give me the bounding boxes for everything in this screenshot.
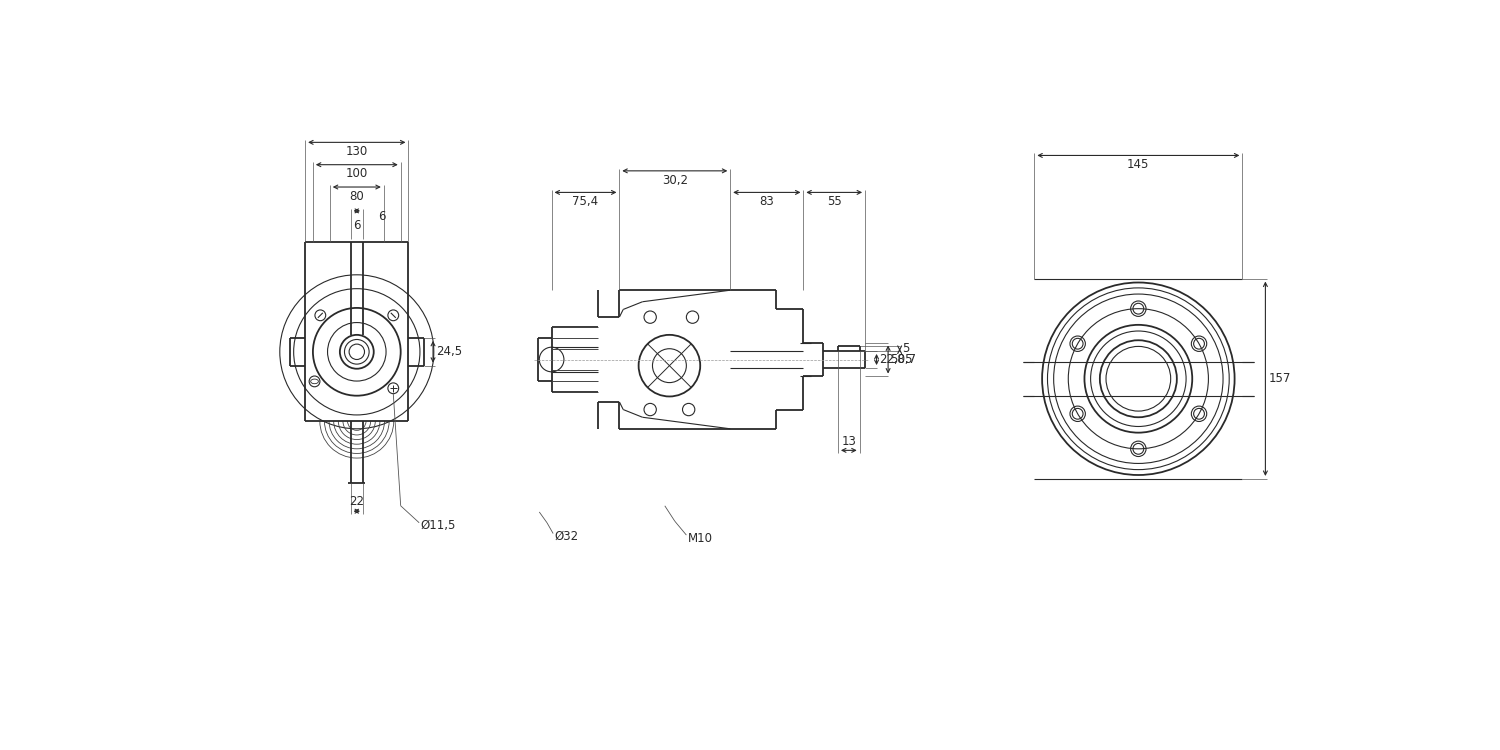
Text: 22,05: 22,05 bbox=[879, 353, 912, 366]
Text: 5: 5 bbox=[902, 342, 909, 355]
Text: 58,7: 58,7 bbox=[891, 353, 916, 366]
Text: 13: 13 bbox=[842, 434, 856, 448]
Text: 145: 145 bbox=[1126, 158, 1149, 171]
Text: 55: 55 bbox=[827, 195, 842, 208]
Text: 130: 130 bbox=[345, 145, 368, 158]
Text: 24,5: 24,5 bbox=[436, 345, 462, 358]
Text: 30,2: 30,2 bbox=[662, 173, 688, 187]
Text: 6: 6 bbox=[352, 219, 360, 232]
Text: 80: 80 bbox=[350, 190, 364, 202]
Text: M10: M10 bbox=[688, 532, 712, 544]
Text: 83: 83 bbox=[759, 195, 774, 208]
Text: Ø11,5: Ø11,5 bbox=[420, 518, 456, 532]
Text: Ø32: Ø32 bbox=[555, 530, 579, 543]
Text: 157: 157 bbox=[1269, 372, 1292, 386]
Text: 22: 22 bbox=[350, 496, 364, 508]
Text: 6: 6 bbox=[378, 210, 386, 223]
Text: 75,4: 75,4 bbox=[573, 195, 598, 208]
Text: 100: 100 bbox=[345, 167, 368, 181]
